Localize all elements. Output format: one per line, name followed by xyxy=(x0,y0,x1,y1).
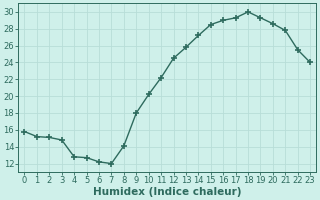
X-axis label: Humidex (Indice chaleur): Humidex (Indice chaleur) xyxy=(93,187,242,197)
